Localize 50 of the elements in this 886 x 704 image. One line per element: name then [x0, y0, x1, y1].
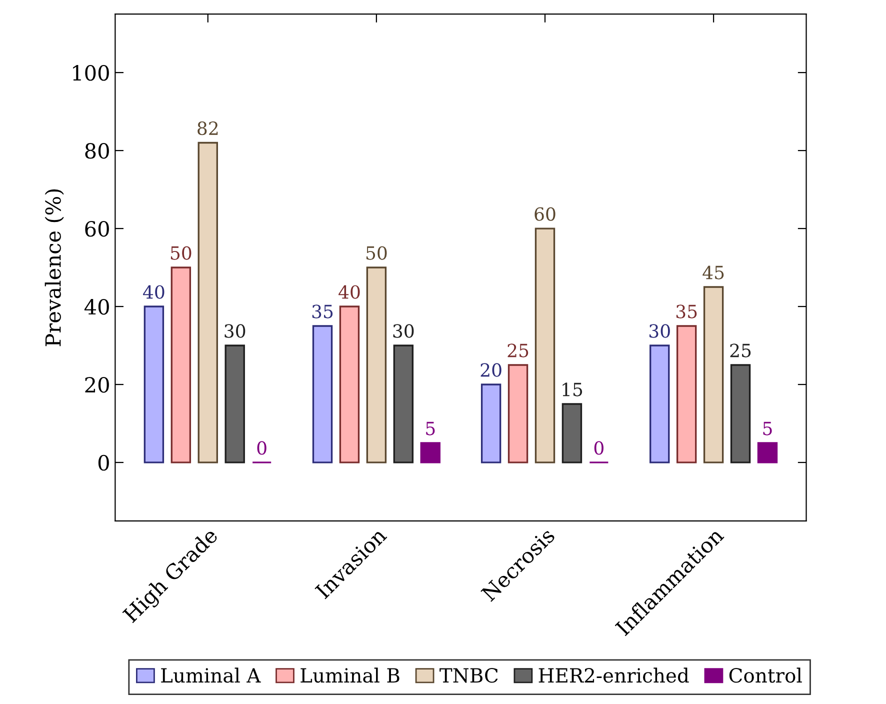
data-label: 0 — [257, 441, 266, 455]
legend-label: Control — [729, 668, 802, 683]
y-tick-label: 100 — [73, 65, 109, 81]
bar — [366, 266, 387, 464]
bar — [224, 344, 245, 464]
y-tick-label: 80 — [85, 143, 109, 159]
bar — [312, 325, 333, 464]
bar — [420, 442, 440, 464]
data-label: 40 — [338, 285, 360, 299]
data-label: 50 — [366, 246, 387, 260]
data-label: 30 — [650, 324, 670, 338]
data-label: 5 — [763, 422, 772, 436]
data-label: 25 — [508, 344, 528, 358]
bar — [339, 306, 360, 464]
bar — [534, 228, 556, 464]
data-label: 35 — [312, 304, 333, 318]
y-axis-title: Prevalence (%) — [44, 189, 64, 346]
legend-label: Luminal A — [161, 668, 261, 683]
bar — [480, 384, 502, 464]
bar — [170, 266, 192, 464]
data-label: 5 — [426, 422, 435, 436]
bar — [730, 364, 751, 464]
data-label: 45 — [702, 266, 724, 280]
data-label: 35 — [676, 304, 697, 318]
data-label: 50 — [170, 246, 192, 260]
bar — [650, 344, 670, 464]
data-label: 82 — [198, 121, 218, 136]
data-label: 0 — [594, 441, 604, 455]
bar — [508, 364, 528, 464]
bar — [198, 142, 218, 464]
bar — [676, 325, 697, 464]
data-label: 30 — [224, 324, 246, 338]
data-label: 25 — [730, 344, 751, 358]
legend-label: TNBC — [440, 668, 498, 683]
y-tick-label: 40 — [84, 298, 109, 315]
data-label: 40 — [143, 285, 164, 299]
legend-label: HER2-enriched — [538, 668, 689, 683]
data-label: 20 — [480, 363, 502, 377]
bar — [757, 442, 778, 464]
legend-label: Luminal B — [300, 668, 400, 683]
y-tick-label: 0 — [98, 454, 109, 471]
bar — [144, 306, 164, 464]
y-tick-label: 20 — [85, 376, 109, 393]
data-label: 60 — [534, 207, 556, 221]
bar — [562, 403, 582, 464]
data-label: 30 — [393, 324, 414, 338]
bar — [393, 344, 414, 464]
bar — [703, 286, 724, 464]
y-tick-label: 60 — [85, 220, 109, 237]
data-label: 15 — [562, 382, 582, 396]
